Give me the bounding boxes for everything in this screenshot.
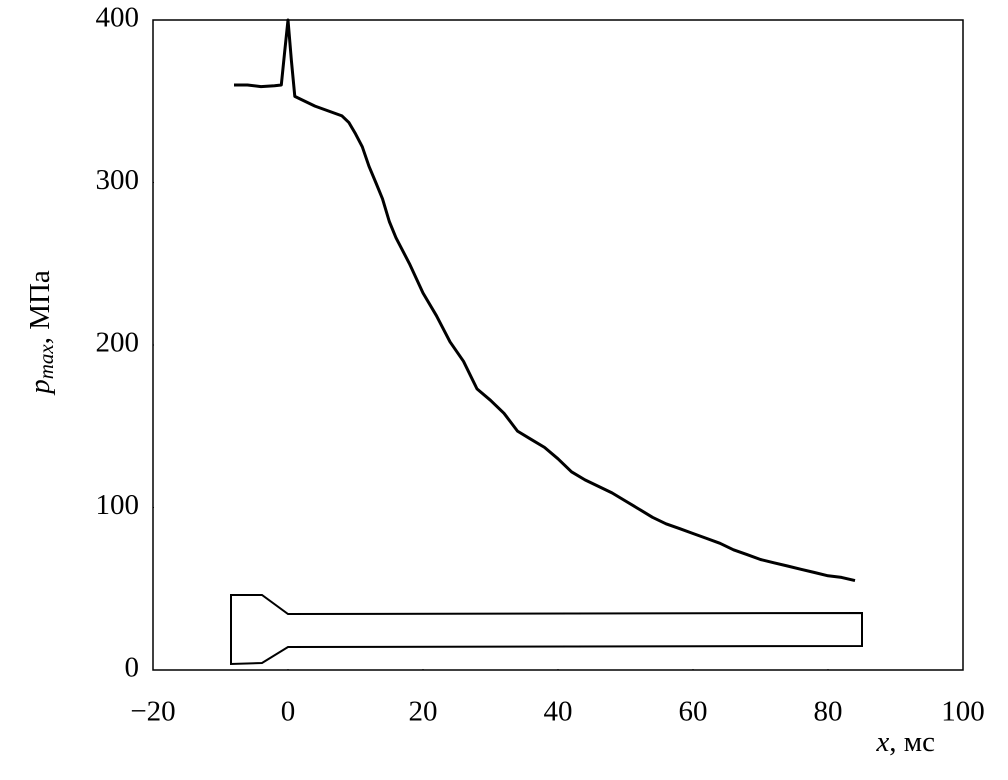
x-axis-label: x, мс [875, 726, 935, 758]
y-axis-label: pmax, МПа [24, 270, 58, 396]
data-line [234, 18, 856, 583]
x-tick-label: 60 [679, 696, 708, 728]
y-label-symbol: p [24, 379, 56, 396]
x-label-symbol: x [875, 726, 889, 758]
y-tick-label: 400 [96, 2, 140, 34]
x-tick-label: −20 [130, 696, 175, 728]
x-tick-label: 40 [544, 696, 573, 728]
y-tick-label: 0 [125, 652, 140, 684]
y-label-subscript: max [34, 344, 58, 380]
x-tick-label: 20 [409, 696, 438, 728]
plot-frame [152, 19, 964, 671]
x-tick-label: 0 [281, 696, 296, 728]
y-tick-label: 100 [96, 489, 140, 521]
y-label-unit: , МПа [24, 270, 56, 344]
x-tick-label: 100 [941, 696, 985, 728]
x-label-unit: , мс [889, 726, 935, 758]
nozzle-outline [230, 594, 863, 666]
y-tick-label: 200 [96, 327, 140, 359]
x-tick-label: 80 [814, 696, 843, 728]
y-tick-label: 300 [96, 164, 140, 196]
